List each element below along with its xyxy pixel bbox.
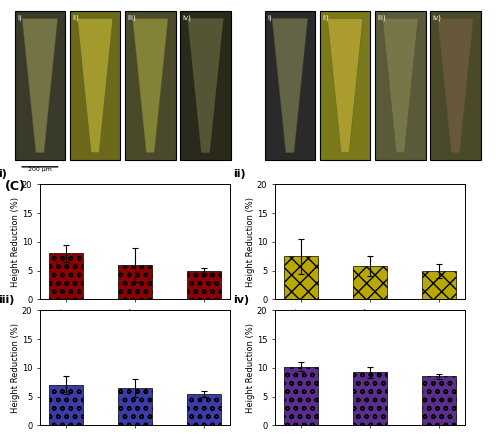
Text: ii): ii)	[72, 14, 79, 21]
Polygon shape	[328, 19, 363, 153]
Bar	[320, 11, 370, 160]
Bar	[70, 11, 120, 160]
Bar	[118, 388, 152, 425]
Text: ii): ii)	[322, 14, 329, 21]
Y-axis label: Height Reduction (%): Height Reduction (%)	[12, 323, 20, 413]
Bar	[284, 367, 318, 425]
Polygon shape	[188, 19, 223, 153]
Polygon shape	[272, 19, 308, 153]
Polygon shape	[132, 19, 168, 153]
Y-axis label: Height Reduction (%): Height Reduction (%)	[246, 323, 256, 413]
Text: iv): iv)	[233, 295, 250, 305]
Bar	[375, 11, 426, 160]
Bar	[125, 11, 176, 160]
Text: i): i)	[0, 169, 7, 179]
Bar	[430, 11, 481, 160]
Polygon shape	[78, 19, 113, 153]
Text: i): i)	[17, 14, 21, 21]
Text: iii): iii)	[0, 295, 14, 305]
Bar	[352, 266, 388, 299]
Bar	[118, 265, 152, 299]
Bar	[264, 11, 315, 160]
Bar	[48, 385, 83, 425]
Bar	[187, 394, 222, 425]
Bar	[422, 271, 456, 299]
Bar	[187, 271, 222, 299]
Bar	[284, 256, 318, 299]
Text: (B): (B)	[253, 0, 274, 1]
Y-axis label: Height Reduction (%): Height Reduction (%)	[12, 197, 20, 287]
Bar	[48, 253, 83, 299]
Text: iii): iii)	[378, 14, 386, 21]
Text: iii): iii)	[128, 14, 136, 21]
Bar	[422, 376, 456, 425]
Text: (A): (A)	[3, 0, 24, 1]
Bar	[180, 11, 231, 160]
Text: ii): ii)	[233, 169, 246, 179]
Bar	[352, 372, 388, 425]
Text: (C): (C)	[5, 180, 26, 193]
Y-axis label: Height Reduction (%): Height Reduction (%)	[246, 197, 256, 287]
Polygon shape	[382, 19, 418, 153]
Text: iv): iv)	[432, 14, 442, 21]
Text: iv): iv)	[182, 14, 192, 21]
Polygon shape	[22, 19, 58, 153]
Polygon shape	[438, 19, 473, 153]
Bar	[14, 11, 65, 160]
Text: i): i)	[267, 14, 272, 21]
Text: 200 μm: 200 μm	[28, 167, 52, 172]
